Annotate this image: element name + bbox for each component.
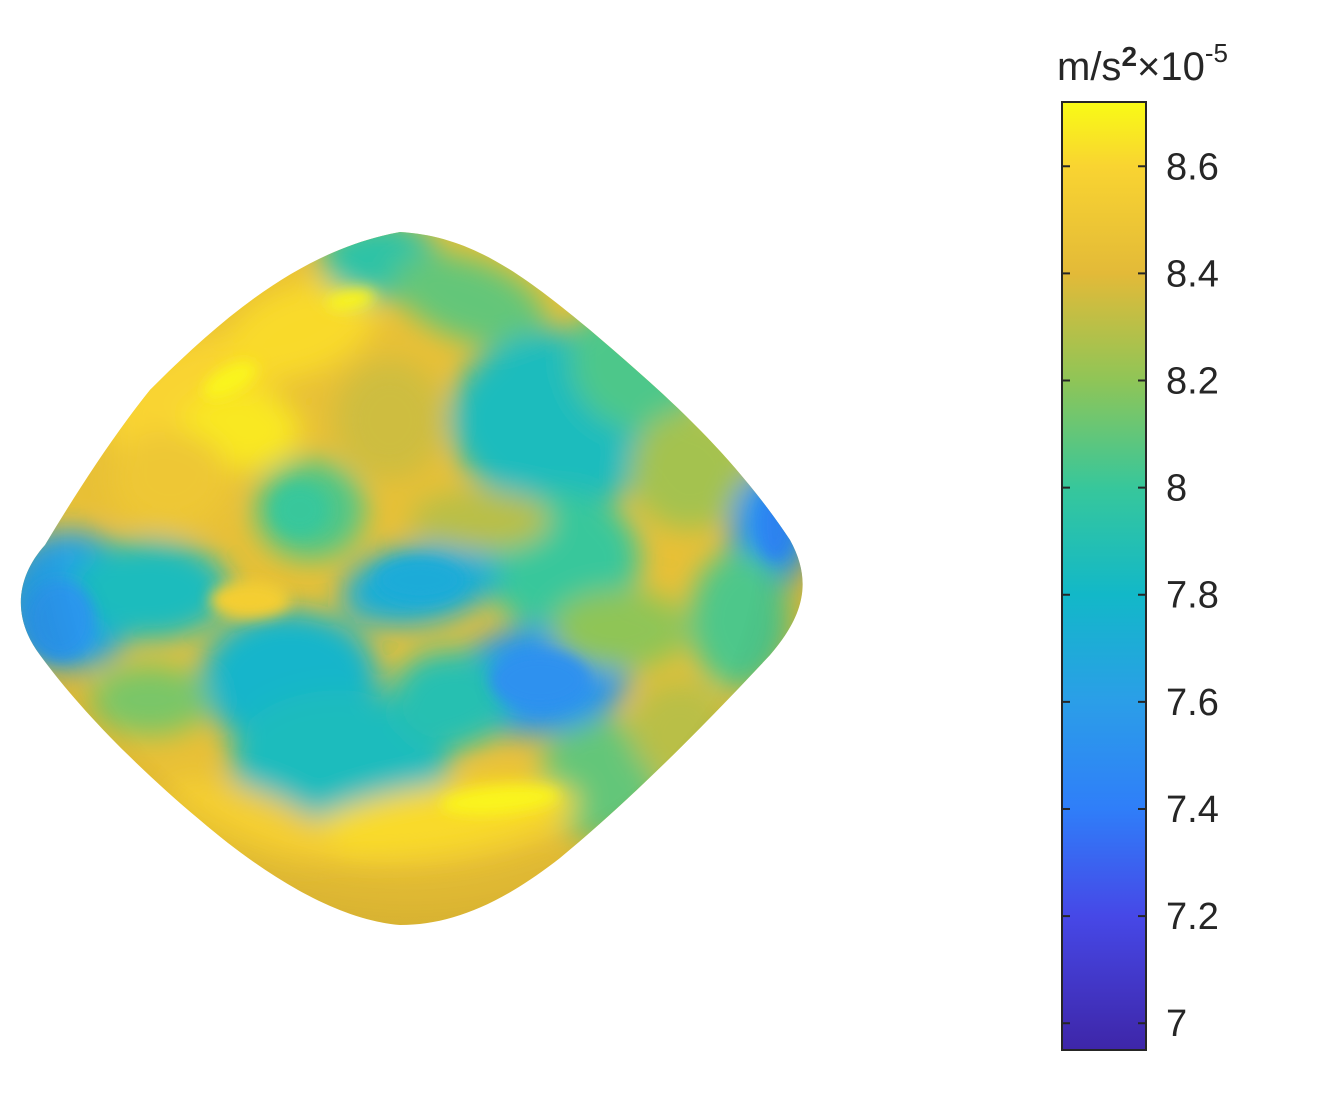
colorbar-tick-label: 8.2 [1166, 361, 1219, 403]
unit-base: m/s [1057, 45, 1121, 89]
unit-multiplier: ×10 [1137, 45, 1205, 89]
colorbar: 7 7.2 7.4 7.6 7.8 8 8.2 8.4 8.6 m/s2×10-5 [1057, 38, 1228, 1051]
colorbar-tick-label: 7.4 [1166, 789, 1219, 831]
colorbar-frame [1061, 101, 1147, 1051]
colorbar-tick-label: 8.6 [1166, 146, 1219, 188]
scale-exponent: -5 [1205, 38, 1228, 68]
colorbar-tick-label: 7.8 [1166, 575, 1219, 617]
colorbar-tick-label: 7.2 [1166, 896, 1219, 938]
colorbar-tick-label: 8.4 [1166, 253, 1219, 295]
colorbar-tick-label: 7 [1166, 1003, 1187, 1045]
colorbar-gradient [1062, 102, 1146, 1050]
unit-exponent: 2 [1121, 41, 1137, 72]
colorbar-tick-label: 8 [1166, 468, 1187, 510]
colorbar-ticks: 7 7.2 7.4 7.6 7.8 8 8.2 8.4 8.6 [1062, 146, 1219, 1045]
colorbar-unit-label: m/s2×10-5 [1057, 38, 1228, 89]
surface-shading [20, 232, 803, 925]
colorbar-tick-label: 7.6 [1166, 682, 1219, 724]
surface-map [20, 232, 803, 925]
